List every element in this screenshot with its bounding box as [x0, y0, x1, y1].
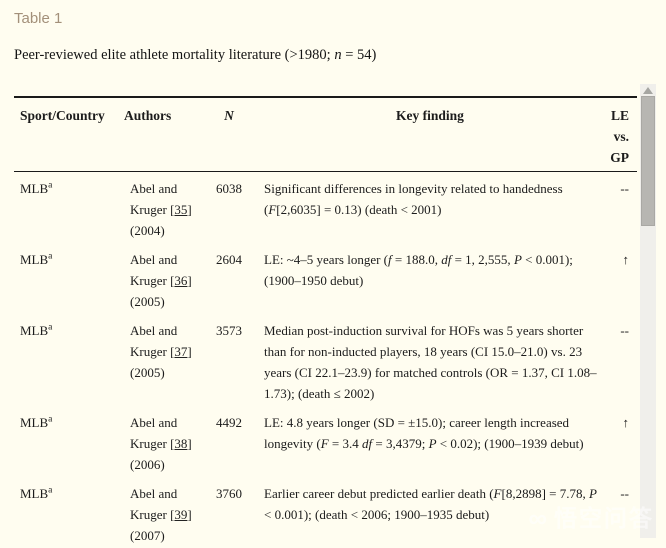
key-finding-cell: Significant differences in longevity rel… — [264, 181, 563, 217]
key-finding-cell: Earlier career debut predicted earlier d… — [264, 486, 597, 522]
sample-size-cell: 3573 — [216, 323, 242, 338]
key-finding-cell: LE: 4.8 years longer (SD = ±15.0); caree… — [264, 415, 584, 451]
vertical-scrollbar[interactable] — [640, 84, 656, 538]
reference-link[interactable]: [35] — [170, 202, 192, 217]
n-italic: N — [224, 108, 234, 123]
sample-size-cell: 6038 — [216, 181, 242, 196]
authors-cell: Abel and Kruger [37] (2005) — [130, 323, 192, 380]
year-label: (2006) — [130, 457, 165, 472]
sport-cell: MLBa — [20, 414, 53, 430]
sport-cell: MLBa — [20, 251, 53, 267]
sample-size-cell: 3760 — [216, 486, 242, 501]
table-row: MLBa Abel and Kruger [38] (2006) 4492 LE… — [14, 406, 637, 477]
authors-cell: Abel and Kruger [38] (2006) — [130, 415, 192, 472]
footnote-marker: a — [48, 414, 53, 425]
vs-line: vs. — [613, 129, 629, 144]
table-row: MLBa Abel and Kruger [37] (2005) 3573 Me… — [14, 314, 637, 406]
scrollbar-up-button[interactable] — [640, 84, 656, 97]
table-row: MLBa Abel and Kruger [35] (2004) 6038 Si… — [14, 172, 637, 244]
sport-cell: MLBa — [20, 322, 53, 338]
col-header-authors: Authors — [124, 97, 202, 172]
le-vs-gp-cell: -- — [620, 181, 629, 196]
sample-size-cell: 4492 — [216, 415, 242, 430]
key-finding-cell: Median post-induction survival for HOFs … — [264, 323, 597, 401]
sport-cell: MLBa — [20, 180, 53, 196]
table-row: MLBa Abel and Kruger [39] (2007) 3760 Ea… — [14, 477, 637, 548]
footnote-marker: a — [48, 251, 53, 262]
year-label: (2004) — [130, 223, 165, 238]
reference-link[interactable]: [38] — [170, 436, 192, 451]
subtitle-text: Peer-reviewed elite athlete mortality li… — [14, 47, 335, 63]
year-label: (2007) — [130, 528, 165, 543]
col-header-n: N — [202, 97, 256, 172]
table-caption: Table 1 — [14, 10, 63, 27]
le-vs-gp-cell: -- — [620, 323, 629, 338]
footnote-marker: a — [48, 322, 53, 333]
year-label: (2005) — [130, 294, 165, 309]
subtitle-n-italic: n — [334, 47, 342, 63]
authors-cell: Abel and Kruger [35] (2004) — [130, 181, 192, 238]
watermark: ∞ 悟空问答 — [528, 504, 654, 532]
le-line: LE — [610, 108, 629, 123]
footnote-marker: a — [48, 180, 53, 191]
le-vs-gp-cell: -- — [620, 486, 629, 501]
le-vs-gp-cell: ↑ — [622, 252, 630, 267]
col-header-key-finding: Key finding — [256, 97, 604, 172]
gp-line: GP — [610, 150, 629, 165]
wukong-logo-icon: ∞ — [528, 503, 547, 533]
table-subtitle: Peer-reviewed elite athlete mortality li… — [14, 47, 376, 64]
authors-cell: Abel and Kruger [39] (2007) — [130, 486, 192, 543]
year-label: (2005) — [130, 365, 165, 380]
reference-link[interactable]: [39] — [170, 507, 192, 522]
reference-link[interactable]: [37] — [170, 344, 192, 359]
footnote-marker: a — [48, 485, 53, 496]
sport-cell: MLBa — [20, 485, 53, 501]
col-header-sport-country: Sport/Country — [14, 97, 124, 172]
authors-cell: Abel and Kruger [36] (2005) — [130, 252, 192, 309]
scrollbar-thumb[interactable] — [641, 96, 655, 226]
sample-size-cell: 2604 — [216, 252, 242, 267]
scroll-up-arrow-icon — [643, 87, 653, 94]
col-header-le-vs-gp: LE vs. GP — [604, 97, 637, 172]
mortality-literature-table: Sport/Country Authors N Key finding LE v… — [14, 96, 637, 548]
reference-link[interactable]: [36] — [170, 273, 192, 288]
le-vs-gp-cell: ↑ — [622, 415, 630, 430]
key-finding-cell: LE: ~4–5 years longer (f = 188.0, df = 1… — [264, 252, 573, 288]
table-row: MLBa Abel and Kruger [36] (2005) 2604 LE… — [14, 243, 637, 314]
header-row: Sport/Country Authors N Key finding LE v… — [14, 97, 637, 172]
watermark-text: 悟空问答 — [554, 505, 654, 531]
subtitle-suffix: = 54) — [341, 47, 377, 63]
